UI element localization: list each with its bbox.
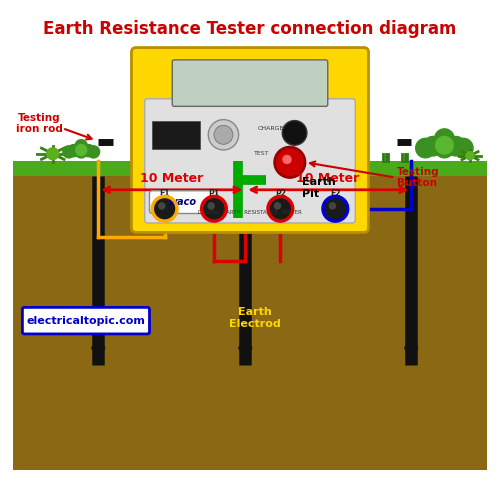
Circle shape bbox=[208, 120, 238, 150]
Text: P1: P1 bbox=[208, 189, 220, 198]
Circle shape bbox=[82, 144, 96, 158]
Text: 10 Meter: 10 Meter bbox=[140, 172, 203, 185]
Circle shape bbox=[422, 136, 444, 157]
Text: waco: waco bbox=[168, 197, 196, 207]
Text: P2: P2 bbox=[275, 189, 286, 198]
FancyBboxPatch shape bbox=[22, 308, 150, 334]
Circle shape bbox=[62, 145, 76, 159]
Text: E1: E1 bbox=[160, 189, 170, 198]
Bar bbox=[198, 152, 298, 223]
Text: CHARGE: CHARGE bbox=[258, 126, 284, 131]
Bar bbox=[206, 160, 290, 215]
Text: 10 Meter: 10 Meter bbox=[296, 172, 360, 185]
FancyBboxPatch shape bbox=[150, 191, 217, 214]
Circle shape bbox=[74, 145, 88, 159]
FancyBboxPatch shape bbox=[144, 99, 356, 223]
Circle shape bbox=[87, 145, 101, 159]
Text: E2: E2 bbox=[330, 189, 340, 198]
Circle shape bbox=[435, 136, 454, 155]
Circle shape bbox=[214, 125, 233, 144]
Circle shape bbox=[152, 197, 177, 221]
Text: Testing
Button: Testing Button bbox=[397, 167, 440, 188]
Circle shape bbox=[466, 151, 474, 161]
Circle shape bbox=[434, 128, 455, 149]
Circle shape bbox=[75, 144, 88, 156]
Circle shape bbox=[208, 202, 215, 210]
FancyBboxPatch shape bbox=[132, 48, 368, 232]
Text: TEST: TEST bbox=[254, 151, 269, 156]
Circle shape bbox=[158, 202, 166, 210]
Circle shape bbox=[282, 120, 307, 145]
Circle shape bbox=[453, 138, 474, 159]
Text: Testing
iron rod: Testing iron rod bbox=[16, 113, 63, 134]
Circle shape bbox=[328, 202, 336, 210]
Text: Earth Resistance Tester connection diagram: Earth Resistance Tester connection diagr… bbox=[44, 20, 457, 38]
FancyBboxPatch shape bbox=[172, 60, 328, 107]
Circle shape bbox=[323, 197, 347, 221]
Circle shape bbox=[274, 147, 305, 177]
Circle shape bbox=[67, 144, 80, 158]
Circle shape bbox=[202, 197, 226, 221]
Text: Earth
Pit: Earth Pit bbox=[302, 177, 336, 199]
Circle shape bbox=[46, 147, 60, 161]
Circle shape bbox=[274, 202, 281, 210]
Polygon shape bbox=[13, 161, 487, 175]
Text: DIGITAL  EARTH  RESISTANCE  TESTER: DIGITAL EARTH RESISTANCE TESTER bbox=[198, 211, 302, 215]
Circle shape bbox=[446, 136, 466, 157]
Text: Earth
Electrod: Earth Electrod bbox=[229, 307, 280, 329]
Circle shape bbox=[434, 138, 455, 159]
Polygon shape bbox=[13, 175, 487, 469]
Polygon shape bbox=[13, 13, 487, 161]
Circle shape bbox=[415, 138, 436, 159]
Text: electricaltopic.com: electricaltopic.com bbox=[26, 316, 146, 326]
Circle shape bbox=[268, 197, 292, 221]
Circle shape bbox=[282, 155, 292, 164]
Circle shape bbox=[74, 139, 88, 152]
Bar bbox=[152, 120, 200, 149]
